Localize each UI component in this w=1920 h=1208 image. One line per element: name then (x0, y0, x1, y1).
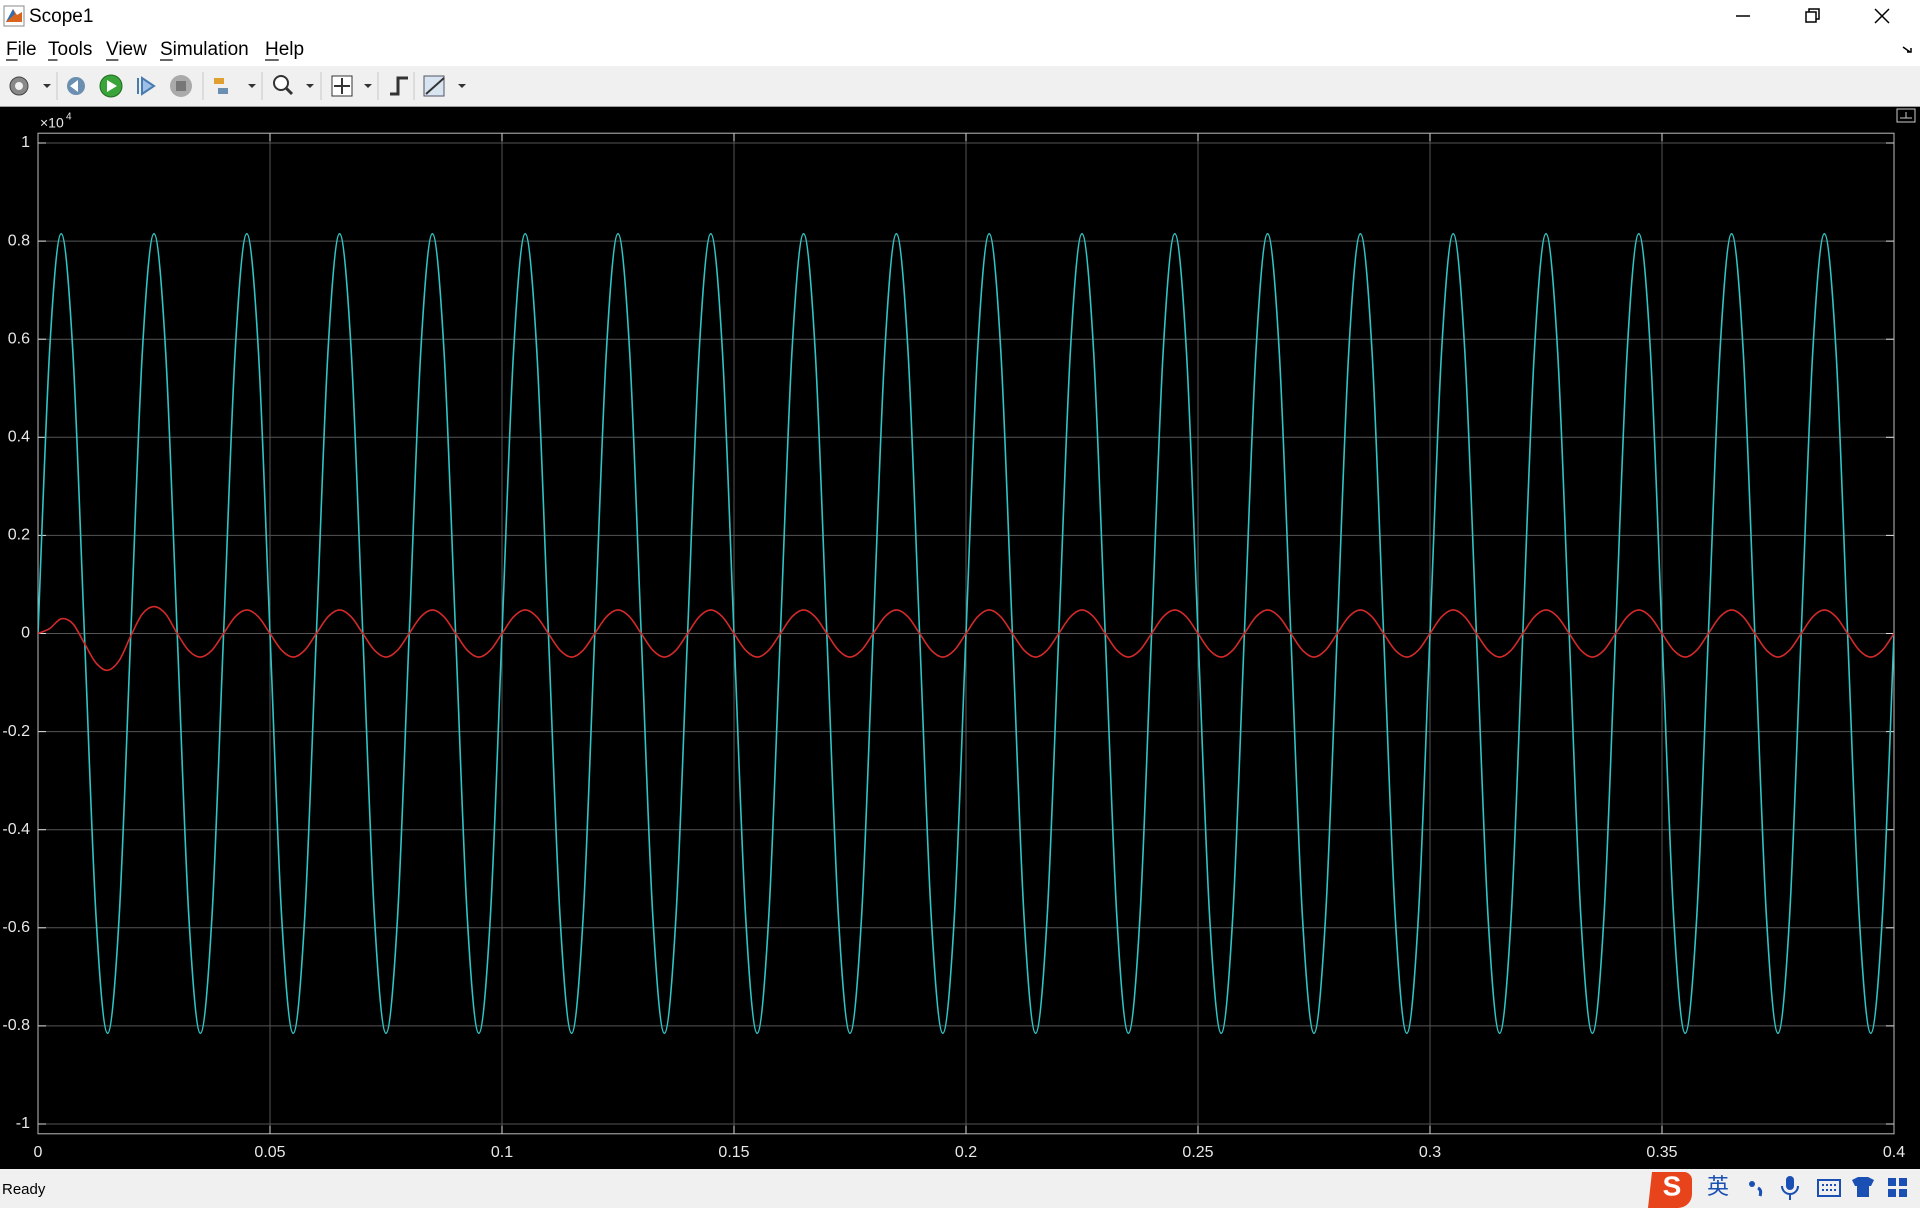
ime-keyboard-icon (1817, 1179, 1841, 1197)
measure-button[interactable] (423, 75, 466, 97)
run-button[interactable] (99, 74, 123, 98)
x-tick-label: 0.25 (1182, 1144, 1213, 1161)
restore-button[interactable] (1805, 8, 1820, 23)
menu-item[interactable]: View (106, 39, 147, 60)
x-tick-label: 0.1 (491, 1144, 513, 1161)
ime-tray: S 英 (1648, 1170, 1907, 1208)
autoscale-button[interactable] (331, 75, 372, 97)
ime-voice-icon (1781, 1176, 1799, 1200)
menu-item[interactable]: Help (265, 39, 304, 60)
x-tick-label: 0.3 (1419, 1144, 1441, 1161)
ime-language: 英 (1707, 1174, 1729, 1199)
menu-bar (0, 34, 1920, 66)
zoom-button[interactable] (273, 75, 314, 96)
x-tick-label: 0.15 (718, 1144, 749, 1161)
step-forward-button[interactable] (137, 76, 156, 96)
x-tick-label: 0.05 (254, 1144, 285, 1161)
step-back-button[interactable] (67, 77, 85, 95)
stop-button[interactable] (170, 75, 192, 97)
window-title: Scope1 (29, 6, 93, 27)
y-tick-label: 1 (21, 134, 30, 151)
x-tick-label: 0.2 (955, 1144, 977, 1161)
y-tick-label: -0.8 (2, 1017, 30, 1034)
settings-button[interactable] (9, 76, 51, 96)
close-button[interactable] (1874, 8, 1890, 24)
y-tick-label: 0.4 (8, 429, 30, 446)
x-tick-label: 0.35 (1646, 1144, 1677, 1161)
y-tick-label: 0 (21, 625, 30, 642)
y-tick-label: -0.2 (2, 723, 30, 740)
ime-skin-icon (1852, 1177, 1874, 1197)
ime-punct-icon (1749, 1181, 1755, 1187)
status-bar (0, 1169, 1920, 1208)
toolbar-icons (9, 72, 466, 100)
menu-item[interactable]: File (6, 39, 37, 60)
y-tick-label: -1 (16, 1115, 30, 1132)
y-tick-label: 0.6 (8, 330, 30, 347)
plot-panel (0, 107, 1920, 1169)
title-bar (0, 0, 1920, 34)
ime-punct-icon (1757, 1186, 1763, 1197)
undock-button[interactable] (1902, 46, 1912, 53)
y-tick-label: 0.2 (8, 527, 30, 544)
app-icon (3, 5, 25, 27)
y-exponent: 4 (66, 112, 72, 123)
x-tick-label: 0 (34, 1144, 43, 1161)
ime-toolbox-icon (1888, 1178, 1907, 1197)
menu-item[interactable]: Simulation (160, 39, 249, 60)
trigger-button[interactable] (390, 76, 408, 96)
highlight-button[interactable] (214, 78, 256, 94)
y-tick-label: -0.6 (2, 919, 30, 936)
x-tick-label: 0.4 (1883, 1144, 1905, 1161)
toolbar (0, 66, 1920, 107)
legend-toggle[interactable] (1896, 108, 1916, 123)
status-text: Ready (2, 1181, 46, 1198)
series-line (38, 605, 1894, 672)
y-tick-label: 0.8 (8, 232, 30, 249)
ime-logo (1648, 1172, 1692, 1208)
y-tick-label: -0.4 (2, 821, 30, 838)
menu-item[interactable]: Tools (48, 39, 92, 60)
ime-logo-mark: S (1663, 1170, 1682, 1201)
y-exponent-base: ×10 (40, 115, 64, 131)
